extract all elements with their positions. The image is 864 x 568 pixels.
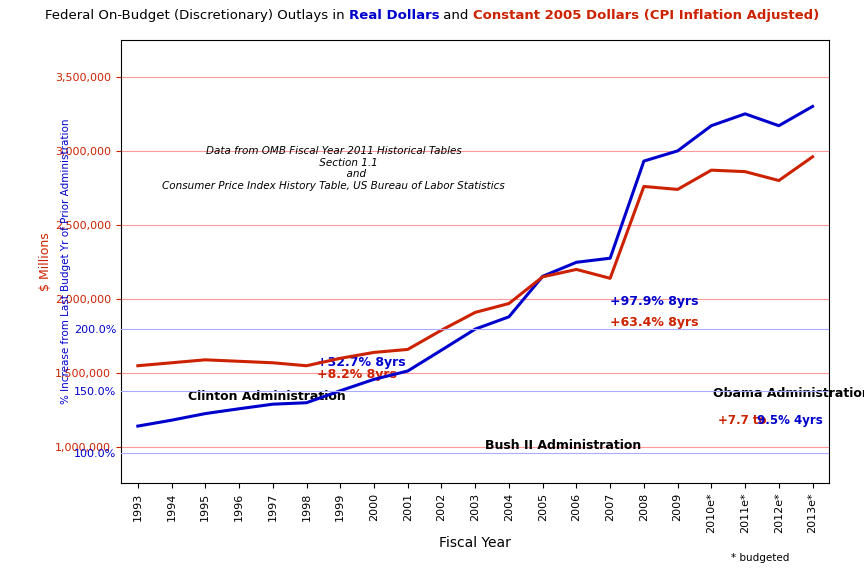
Y-axis label: $ Millions: $ Millions [40, 232, 53, 291]
Text: Federal On-Budget (Discretionary) Outlays in: Federal On-Budget (Discretionary) Outlay… [45, 9, 349, 22]
Text: +32.7% 8yrs: +32.7% 8yrs [316, 356, 405, 369]
Text: +8.2% 8yrs: +8.2% 8yrs [316, 367, 397, 381]
Text: +97.9% 8yrs: +97.9% 8yrs [610, 295, 699, 308]
Text: Clinton Administration: Clinton Administration [188, 390, 346, 403]
Text: Constant 2005 Dollars (CPI Inflation Adjusted): Constant 2005 Dollars (CPI Inflation Adj… [473, 9, 819, 22]
Text: 9.5% 4yrs: 9.5% 4yrs [757, 414, 823, 427]
Text: Obama Administration: Obama Administration [713, 387, 864, 400]
Text: and: and [439, 9, 473, 22]
Text: Bush II Administration: Bush II Administration [486, 438, 642, 452]
Text: +7.7 to: +7.7 to [718, 414, 771, 427]
Text: Data from OMB Fiscal Year 2011 Historical Tables
         Section 1.1
          : Data from OMB Fiscal Year 2011 Historica… [162, 146, 505, 191]
Text: * budgeted: * budgeted [731, 553, 790, 563]
X-axis label: Fiscal Year: Fiscal Year [439, 536, 511, 550]
Y-axis label: % Increase from Last Budget Yr of Prior Administration: % Increase from Last Budget Yr of Prior … [61, 119, 71, 404]
Text: +63.4% 8yrs: +63.4% 8yrs [610, 316, 699, 329]
Text: Real Dollars: Real Dollars [349, 9, 439, 22]
